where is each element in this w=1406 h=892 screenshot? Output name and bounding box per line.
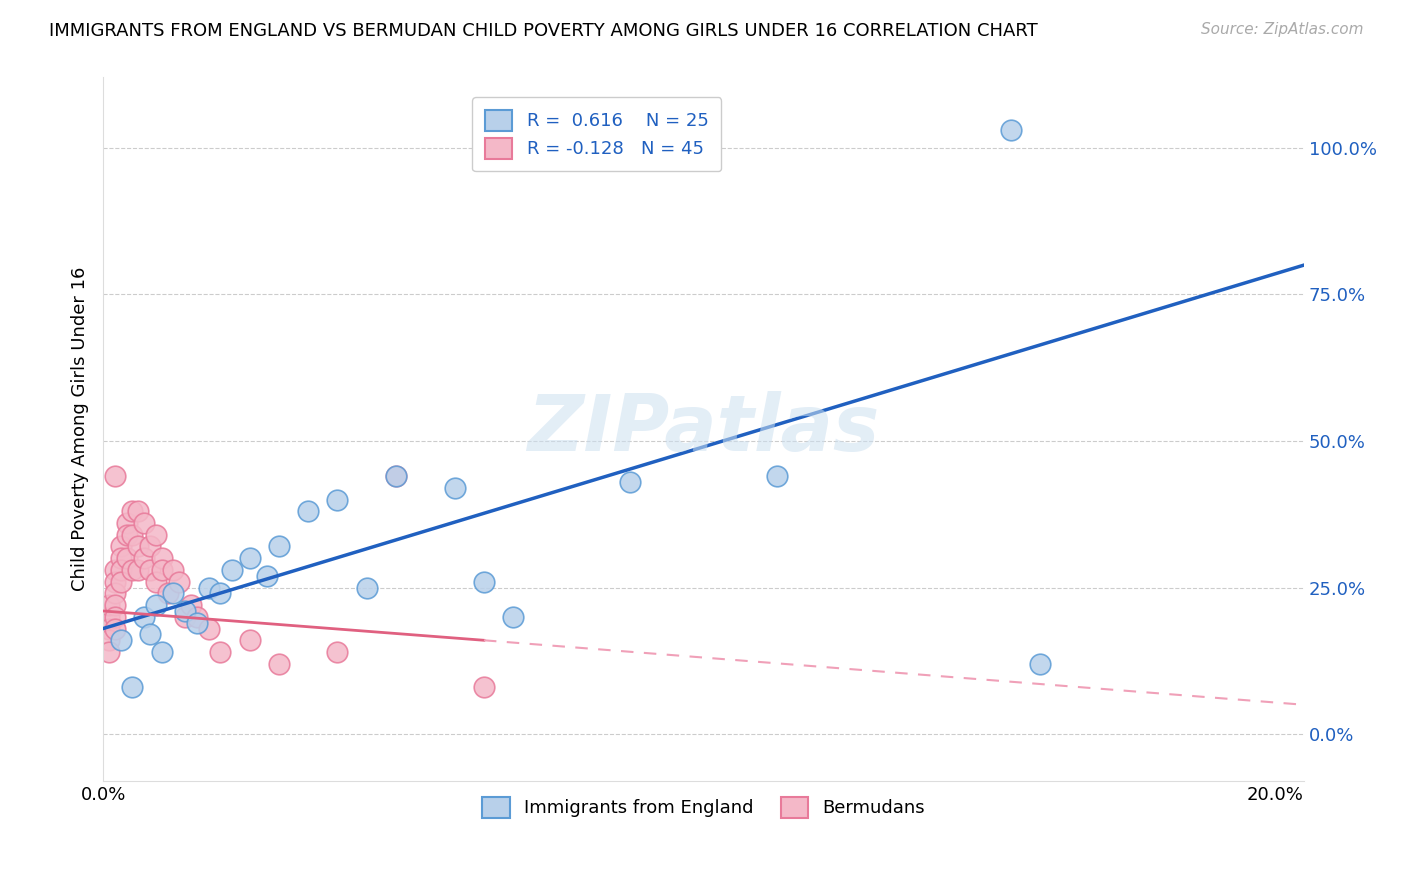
Point (472, 680, 495, 694)
Point (127, 563, 149, 577)
Point (104, 586, 127, 600)
Point (104, 574, 127, 589)
Point (209, 586, 232, 600)
Point (139, 627, 162, 641)
Point (121, 527, 143, 541)
Point (150, 563, 173, 577)
Point (239, 551, 262, 566)
Point (186, 610, 208, 624)
Point (110, 563, 132, 577)
Point (326, 645, 349, 659)
Legend: Immigrants from England, Bermudans: Immigrants from England, Bermudans (475, 789, 932, 825)
Point (174, 604, 197, 618)
Point (145, 527, 167, 541)
Point (197, 622, 219, 636)
Point (115, 516, 138, 530)
Text: Source: ZipAtlas.com: Source: ZipAtlas.com (1201, 22, 1364, 37)
Y-axis label: Child Poverty Among Girls Under 16: Child Poverty Among Girls Under 16 (72, 267, 89, 591)
Point (180, 598, 202, 612)
Point (134, 516, 156, 530)
Point (186, 615, 208, 630)
Point (110, 633, 132, 648)
Point (139, 563, 162, 577)
Point (356, 581, 378, 595)
Point (209, 645, 232, 659)
Point (110, 540, 132, 554)
Point (1000, 123, 1022, 137)
Point (104, 469, 127, 483)
Point (1029, 657, 1052, 671)
Point (385, 469, 408, 483)
Point (98, 598, 121, 612)
Point (134, 551, 156, 566)
Text: ZIPatlas: ZIPatlas (527, 392, 880, 467)
Point (385, 469, 408, 483)
Point (619, 475, 641, 489)
Point (150, 645, 173, 659)
Point (139, 540, 162, 554)
Point (174, 610, 197, 624)
Point (145, 574, 167, 589)
Point (121, 504, 143, 518)
Point (221, 563, 243, 577)
Point (98, 645, 121, 659)
Point (443, 481, 465, 495)
Point (127, 540, 149, 554)
Point (115, 551, 138, 566)
Point (110, 574, 132, 589)
Point (110, 551, 132, 566)
Point (104, 622, 127, 636)
Point (150, 551, 173, 566)
Point (197, 581, 219, 595)
Point (104, 610, 127, 624)
Point (267, 657, 290, 671)
Point (127, 504, 149, 518)
Point (121, 680, 143, 694)
Point (115, 527, 138, 541)
Point (134, 610, 156, 624)
Point (169, 574, 191, 589)
Point (256, 569, 278, 583)
Point (98, 622, 121, 636)
Point (162, 586, 184, 600)
Point (267, 540, 290, 554)
Point (239, 633, 262, 648)
Point (145, 598, 167, 612)
Point (162, 563, 184, 577)
Point (502, 610, 524, 624)
Point (297, 504, 319, 518)
Point (121, 563, 143, 577)
Text: IMMIGRANTS FROM ENGLAND VS BERMUDAN CHILD POVERTY AMONG GIRLS UNDER 16 CORRELATI: IMMIGRANTS FROM ENGLAND VS BERMUDAN CHIL… (49, 22, 1038, 40)
Point (104, 563, 127, 577)
Point (98, 633, 121, 648)
Point (98, 610, 121, 624)
Point (156, 586, 179, 600)
Point (326, 492, 349, 507)
Point (104, 598, 127, 612)
Point (472, 574, 495, 589)
Point (766, 469, 789, 483)
